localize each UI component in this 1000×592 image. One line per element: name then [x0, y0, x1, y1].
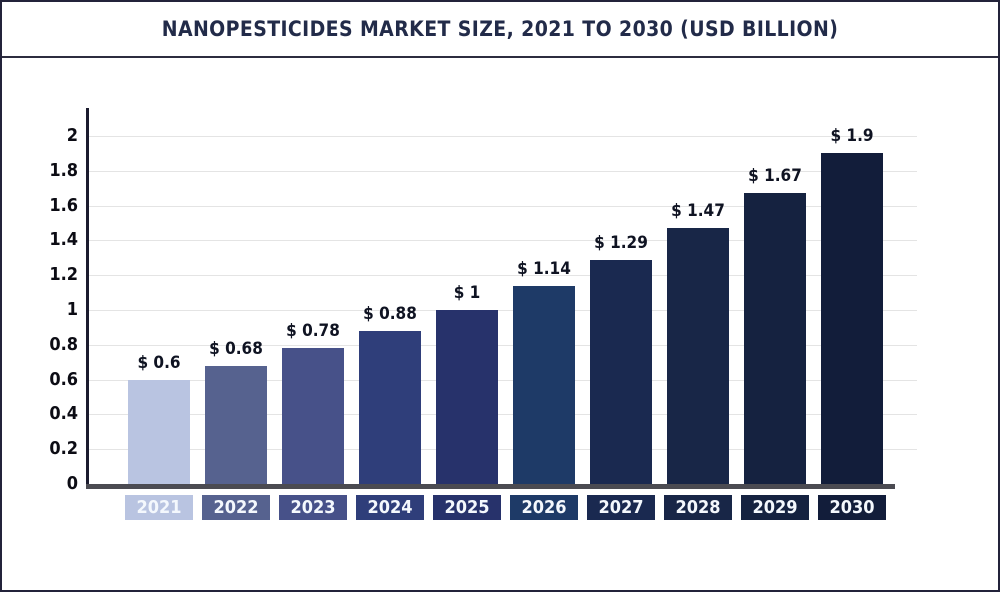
bar-2028	[667, 228, 729, 484]
bar-2030	[821, 153, 883, 484]
y-axis-label-0.6: 0.6	[49, 368, 78, 390]
title-bar: NANOPESTICIDES MARKET SIZE, 2021 TO 2030…	[2, 2, 998, 58]
x-axis-tick-2028: 2028	[664, 495, 732, 520]
bar-value-label-2023: $ 0.78	[286, 321, 340, 341]
x-axis-tick-2029: 2029	[741, 495, 809, 520]
y-axis-label-1: 1	[66, 299, 78, 320]
bar-2029	[744, 193, 806, 484]
x-axis-tick-2026: 2026	[510, 495, 578, 520]
bar-2021	[128, 380, 190, 484]
y-axis-label-1.4: 1.4	[49, 229, 78, 251]
bar-value-label-2022: $ 0.68	[209, 339, 263, 359]
y-axis-label-1.8: 1.8	[49, 159, 78, 181]
bar-value-label-2021: $ 0.6	[137, 353, 181, 373]
gridline-0.8	[88, 344, 917, 346]
gridline-1	[88, 310, 917, 311]
x-axis-tick-2021: 2021	[125, 495, 193, 520]
y-axis-label-0.8: 0.8	[49, 333, 78, 355]
x-axis-tick-2023: 2023	[279, 495, 347, 520]
gridline-1.4	[88, 240, 917, 242]
gridline-2	[88, 136, 917, 137]
chart-title: NANOPESTICIDES MARKET SIZE, 2021 TO 2030…	[161, 17, 839, 41]
gridline-1.2	[88, 275, 917, 277]
bar-value-label-2025: $ 1	[453, 283, 481, 303]
x-axis-tick-2022: 2022	[202, 495, 270, 520]
x-axis-tick-2025: 2025	[433, 495, 501, 520]
bar-2023	[282, 348, 344, 484]
y-axis-label-0: 0	[66, 473, 78, 494]
y-axis-label-1.2: 1.2	[49, 264, 78, 286]
bar-2022	[205, 366, 267, 484]
x-axis-line	[86, 484, 895, 489]
bar-2027	[590, 260, 652, 484]
gridline-0.4	[88, 414, 917, 416]
gridline-0.2	[88, 449, 917, 451]
bar-value-label-2028: $ 1.47	[671, 201, 725, 221]
x-axis-tick-2024: 2024	[356, 495, 424, 520]
bar-2026	[513, 286, 575, 484]
gridline-1.6	[88, 205, 917, 207]
gridline-0.6	[88, 379, 917, 381]
bar-2024	[359, 331, 421, 484]
y-axis-label-0.4: 0.4	[49, 403, 78, 425]
x-axis-tick-2027: 2027	[587, 495, 655, 520]
bar-value-label-2026: $ 1.14	[517, 259, 571, 279]
y-axis-line	[86, 108, 89, 489]
y-axis-label-2: 2	[66, 125, 78, 146]
y-axis-label-0.2: 0.2	[49, 438, 78, 460]
bar-value-label-2029: $ 1.67	[748, 166, 802, 186]
gridline-1.8	[88, 170, 917, 172]
bar-value-label-2030: $ 1.9	[830, 126, 874, 146]
bar-2025	[436, 310, 498, 484]
bar-value-label-2024: $ 0.88	[363, 304, 417, 324]
x-axis-tick-2030: 2030	[818, 495, 886, 520]
y-axis-label-1.6: 1.6	[49, 194, 78, 216]
bar-value-label-2027: $ 1.29	[594, 233, 648, 253]
